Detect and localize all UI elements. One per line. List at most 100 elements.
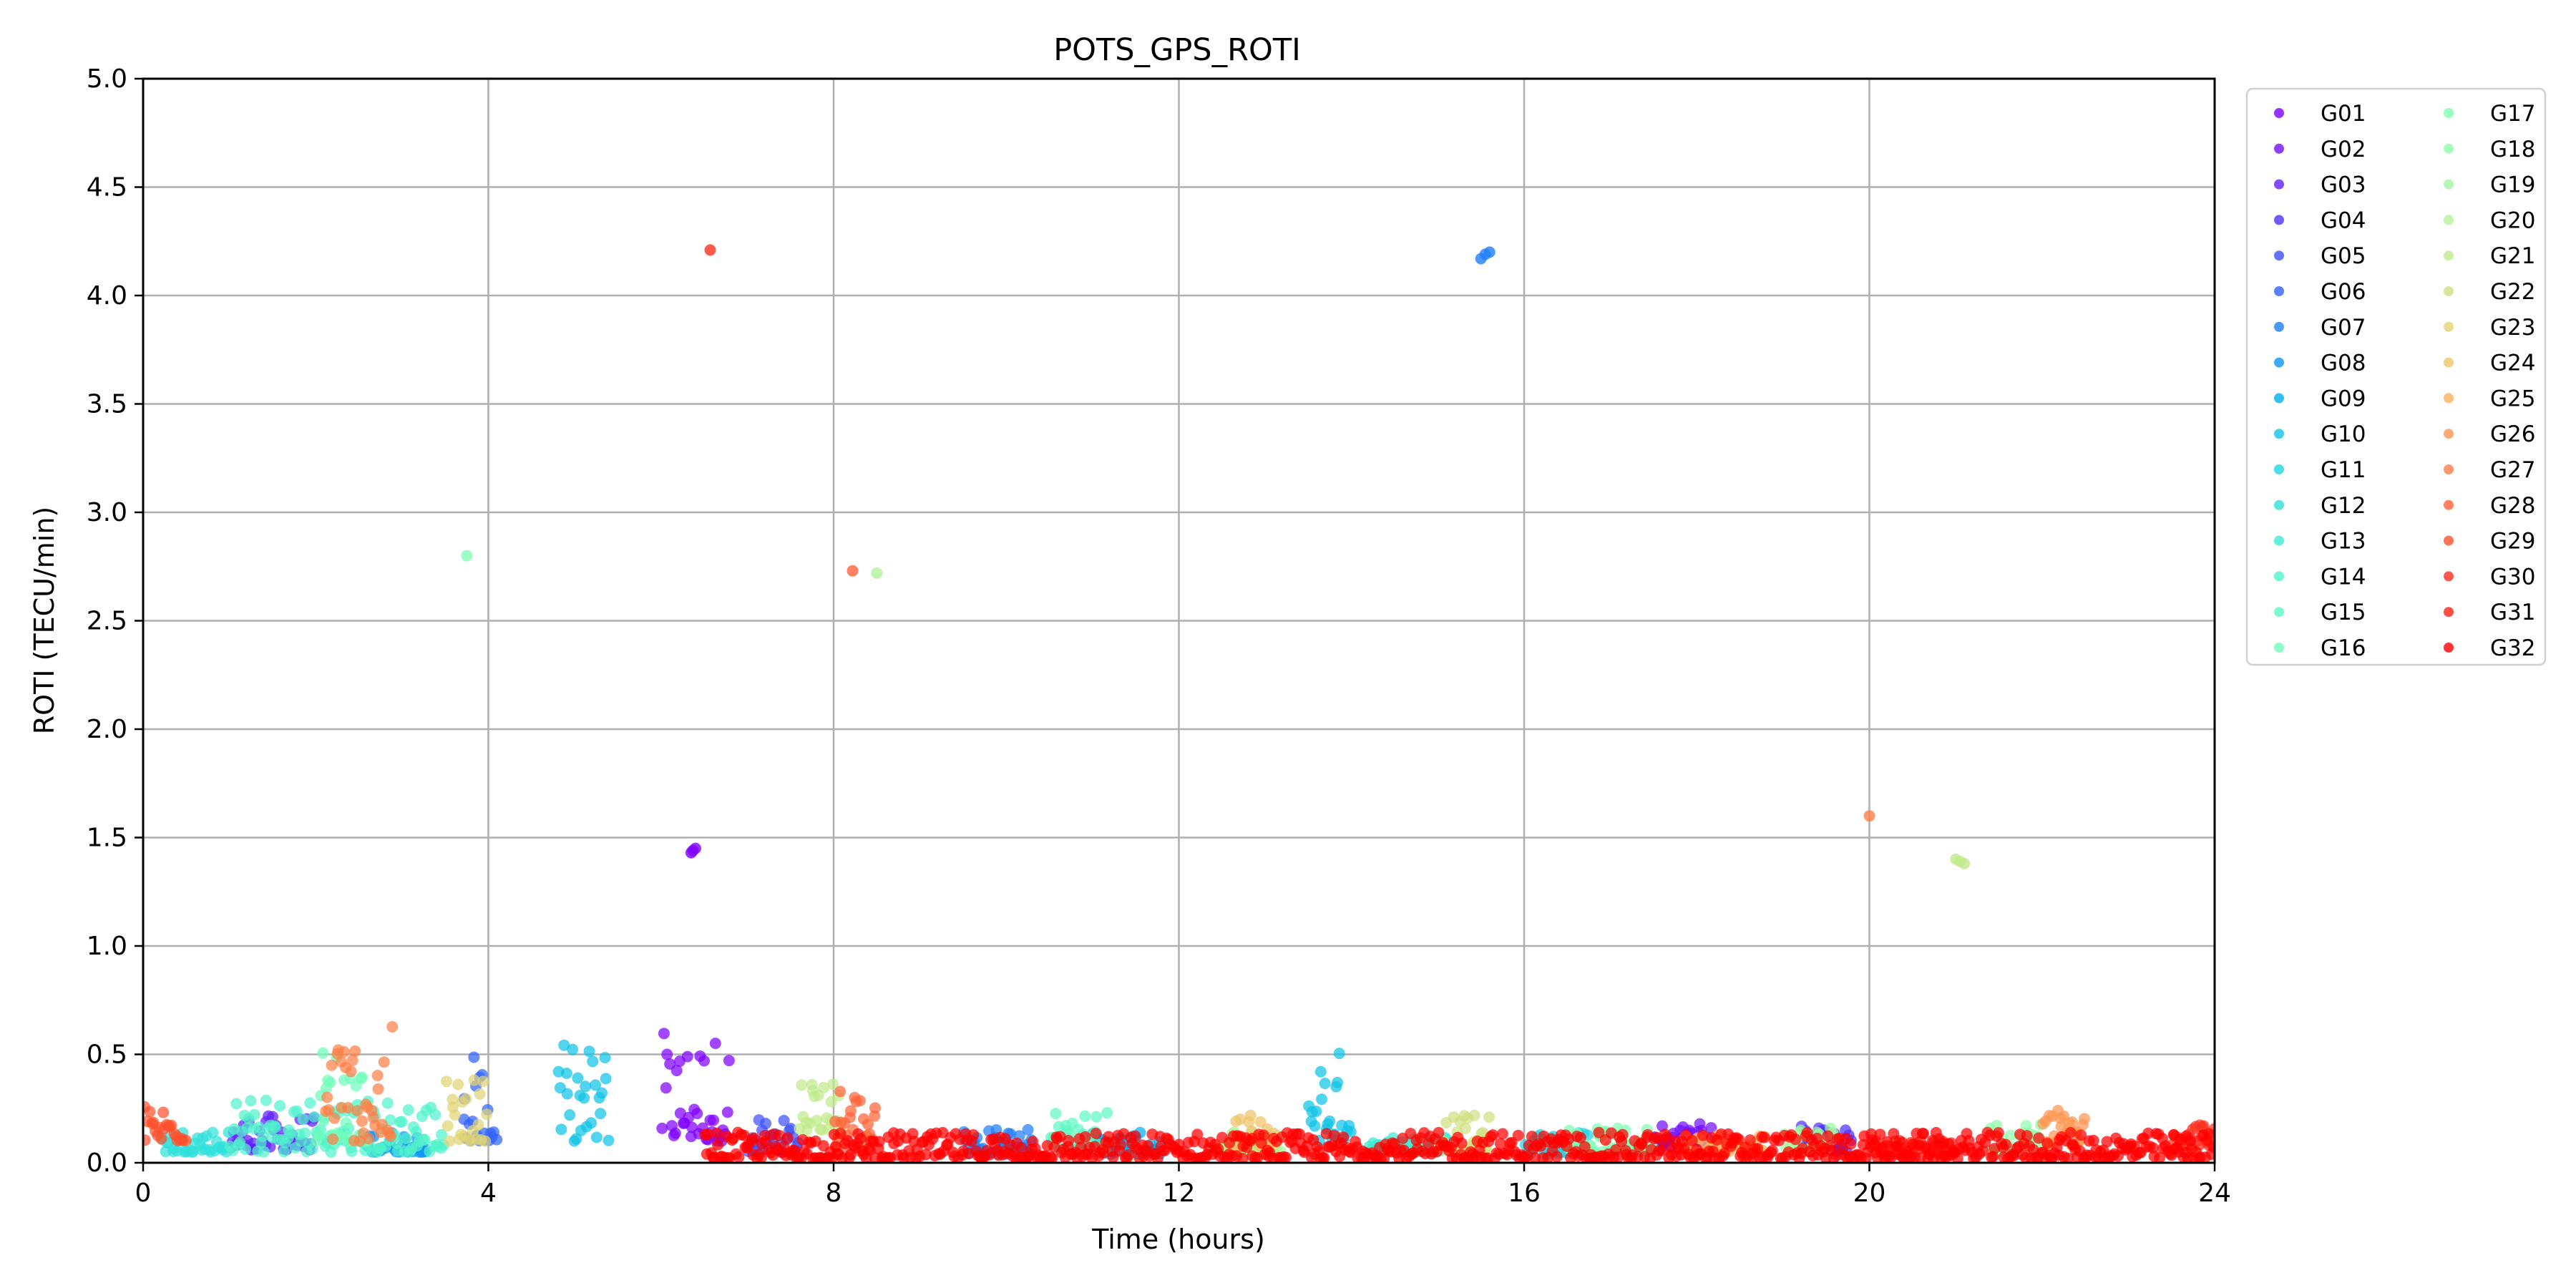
data-point [436, 1128, 448, 1141]
data-point [2154, 1151, 2166, 1163]
legend-marker [2444, 321, 2454, 332]
data-point [2066, 1116, 2078, 1128]
data-point [1079, 1110, 1091, 1122]
data-point [778, 1114, 790, 1126]
legend-label: G25 [2490, 386, 2535, 411]
data-point [1046, 1152, 1058, 1163]
data-point [468, 1074, 480, 1086]
y-tick-label: 3.0 [87, 498, 127, 527]
data-point [278, 1146, 290, 1158]
data-point [384, 1130, 396, 1142]
data-point [356, 1115, 368, 1127]
data-point [595, 1108, 607, 1120]
data-point [313, 1127, 326, 1139]
data-point [1487, 1129, 1499, 1141]
data-point [723, 1055, 735, 1067]
legend-label: G24 [2490, 351, 2535, 376]
series-g23 [440, 1074, 493, 1147]
data-point [572, 1072, 584, 1084]
y-tick-label: 0.5 [87, 1040, 127, 1070]
data-point [834, 1127, 847, 1139]
data-point [834, 1085, 847, 1098]
data-point [2062, 1152, 2074, 1163]
data-point [1616, 1128, 1629, 1141]
data-point [1656, 1144, 1668, 1156]
x-tick-label: 12 [1163, 1179, 1196, 1208]
legend-marker [2274, 179, 2284, 190]
data-point [818, 1081, 830, 1093]
data-point [1318, 1152, 1330, 1163]
data-point [669, 1127, 681, 1139]
data-point [1314, 1065, 1327, 1078]
data-point [345, 1065, 357, 1078]
legend-label: G12 [2321, 493, 2366, 519]
data-point [658, 1028, 670, 1040]
data-point [180, 1134, 192, 1146]
data-point [239, 1143, 251, 1156]
data-point [600, 1073, 612, 1085]
data-point [326, 1059, 338, 1071]
data-point [2041, 1137, 2054, 1149]
data-point [1579, 1141, 1591, 1153]
data-point [711, 1127, 723, 1139]
data-point [1316, 1093, 1328, 1106]
data-point [477, 1075, 489, 1088]
data-point [1319, 1078, 1331, 1090]
data-point [2033, 1132, 2045, 1144]
data-point [1752, 1143, 1764, 1155]
data-point [1097, 1147, 1109, 1159]
legend-label: G19 [2490, 172, 2535, 198]
legend-label: G15 [2321, 600, 2366, 625]
data-point [721, 1106, 733, 1118]
y-tick-label: 1.0 [87, 932, 127, 961]
x-axis: 0 4 8 12 16 20 24 [135, 1163, 2231, 1208]
data-point [2101, 1136, 2113, 1148]
legend: G01 G02 G03 G04 G05 G06 G07 G08 G09 G10 G11 G12 G13 G… [2245, 87, 2547, 666]
legend-marker [2444, 250, 2454, 261]
data-point [1079, 1131, 1091, 1143]
data-point [811, 1114, 823, 1126]
data-point [1893, 1135, 1906, 1147]
data-point [656, 1122, 668, 1134]
data-point [599, 1052, 611, 1064]
x-tick-label: 24 [2198, 1179, 2231, 1208]
data-point [2000, 1138, 2012, 1151]
data-point [702, 1128, 714, 1141]
legend-label: G28 [2490, 493, 2535, 519]
data-point [328, 1112, 341, 1124]
data-point [346, 1145, 358, 1157]
legend-label: G11 [2321, 457, 2366, 483]
legend-label: G06 [2321, 279, 2366, 305]
data-point [827, 1078, 839, 1091]
data-point [157, 1106, 170, 1118]
data-point [733, 1151, 745, 1163]
legend-marker [2444, 535, 2454, 546]
data-point [1863, 810, 1875, 822]
data-point [1822, 1130, 1834, 1142]
data-point [260, 1094, 272, 1106]
x-tick-label: 16 [1508, 1179, 1541, 1208]
data-point [323, 1104, 335, 1116]
data-point [468, 1051, 480, 1063]
y-axis: 0.0 0.5 1.0 1.5 2.0 2.5 3.0 3.5 4.0 4.5 5.0 [87, 64, 143, 1178]
data-points [143, 244, 2215, 1163]
data-point [1123, 1149, 1135, 1161]
data-point [590, 1131, 602, 1143]
data-point [681, 1050, 693, 1063]
data-point [2207, 1141, 2215, 1153]
legend-label: G29 [2490, 529, 2535, 555]
x-tick-label: 4 [480, 1179, 497, 1208]
data-point [1574, 1131, 1586, 1143]
legend-label: G31 [2490, 600, 2535, 625]
legend-label: G16 [2321, 635, 2366, 661]
series-g32 [699, 1126, 2215, 1163]
data-point [570, 1133, 582, 1145]
data-point [340, 1117, 352, 1129]
legend-label: G05 [2321, 243, 2366, 269]
legend-label: G17 [2490, 101, 2535, 127]
data-point [1992, 1127, 2004, 1139]
legend-label: G18 [2490, 137, 2535, 162]
data-point [1951, 1152, 1963, 1163]
y-tick-label: 4.0 [87, 281, 127, 311]
